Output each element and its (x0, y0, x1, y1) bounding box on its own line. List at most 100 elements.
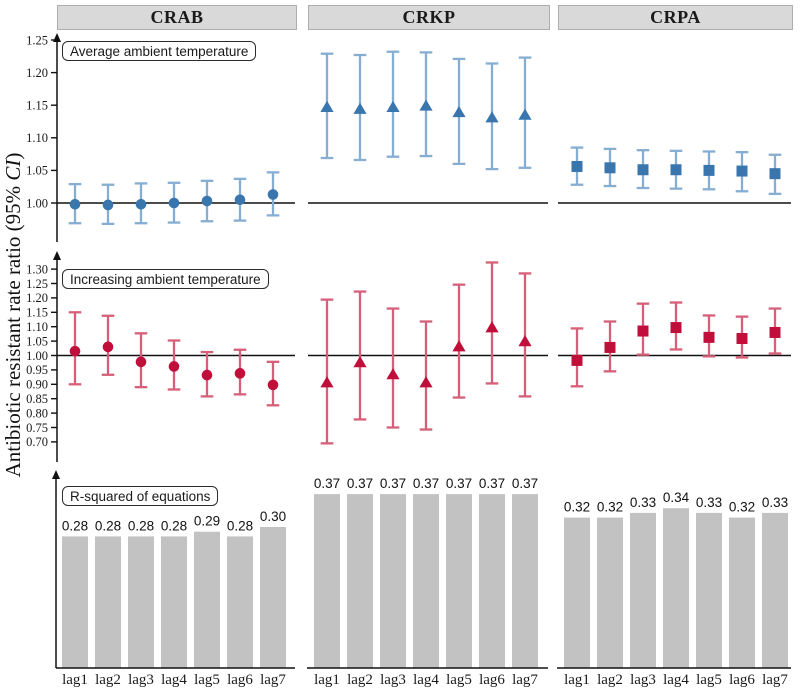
y-tick-label-row2: 1.30 (26, 262, 48, 276)
marker-crab-row1-lag2 (102, 199, 114, 211)
y-tick-label-row2: 1.00 (26, 349, 48, 363)
y-axis-arrow-row3 (52, 470, 60, 479)
bar-value-label-crab-lag3: 0.28 (128, 518, 154, 533)
marker-crkp-row1-lag7 (518, 108, 532, 120)
marker-crkp-row2-lag5 (452, 340, 466, 352)
y-tick-label-row2: 1.20 (26, 291, 48, 305)
bar-value-label-crkp-lag7: 0.37 (512, 476, 538, 491)
bar-value-label-crkp-lag4: 0.37 (413, 476, 439, 491)
bar-value-label-crab-lag2: 0.28 (95, 518, 121, 533)
marker-crpa-row1-lag7 (769, 168, 781, 180)
y-tick-label-row2: 0.80 (26, 406, 48, 420)
marker-crpa-row1-lag5 (703, 164, 715, 176)
y-tick-label-row2: 0.95 (26, 363, 48, 377)
lag-label-crpa-lag1: lag1 (564, 672, 590, 688)
lag-label-crkp-lag1: lag1 (314, 672, 340, 688)
marker-crkp-row2-lag4 (419, 376, 433, 388)
bar-value-label-crab-lag6: 0.28 (227, 518, 253, 533)
marker-crkp-row1-lag1 (320, 100, 334, 112)
marker-crab-row2-lag3 (135, 356, 147, 368)
bar-value-label-crab-lag7: 0.30 (260, 509, 286, 524)
y-tick-label-row2: 1.10 (26, 320, 48, 334)
lag-label-crab-lag5: lag5 (194, 672, 220, 688)
marker-crpa-row1-lag6 (736, 165, 748, 177)
marker-crkp-row1-lag2 (353, 102, 367, 114)
bar-crab-lag5 (194, 531, 220, 668)
marker-crkp-row2-lag3 (386, 368, 400, 380)
bar-crab-lag1 (62, 536, 88, 668)
y-tick-label-row2: 0.70 (26, 435, 48, 449)
bar-crpa-lag3 (630, 512, 656, 668)
marker-crkp-row2-lag1 (320, 376, 334, 388)
marker-crkp-row1-lag4 (419, 99, 433, 111)
annotation-average-ambient-temperature: Average ambient temperature (62, 41, 257, 61)
annotation-r-squared-of-equations: R-squared of equations (62, 486, 219, 506)
lag-label-crab-lag3: lag3 (128, 672, 154, 688)
bar-crkp-lag2 (347, 494, 373, 668)
bar-crkp-lag4 (413, 494, 439, 668)
bar-crkp-lag5 (446, 494, 472, 668)
marker-crpa-row2-lag2 (604, 341, 616, 353)
bar-value-label-crpa-lag6: 0.32 (729, 500, 755, 515)
bar-crkp-lag3 (380, 494, 406, 668)
bar-crpa-lag7 (762, 512, 788, 668)
marker-crpa-row1-lag4 (670, 164, 682, 176)
y-tick-label-row2: 0.75 (26, 421, 48, 435)
marker-crab-row2-lag7 (267, 379, 279, 391)
y-tick-label-row1: 1.25 (26, 33, 48, 47)
marker-crpa-row2-lag1 (571, 354, 583, 366)
marker-crpa-row1-lag2 (604, 162, 616, 174)
lag-label-crab-lag1: lag1 (62, 672, 88, 688)
bar-value-label-crab-lag5: 0.29 (194, 514, 220, 529)
lag-label-crab-lag2: lag2 (95, 672, 121, 688)
marker-crab-row1-lag5 (201, 195, 213, 207)
bar-crab-lag6 (227, 536, 253, 668)
panel-header-crab: CRAB (57, 5, 297, 30)
bar-value-label-crpa-lag5: 0.33 (696, 495, 722, 510)
y-tick-label-row2: 1.15 (26, 306, 48, 320)
marker-crab-row1-lag6 (234, 194, 246, 206)
bar-crkp-lag7 (512, 494, 538, 668)
y-tick-label-row2: 0.90 (26, 378, 48, 392)
marker-crpa-row1-lag1 (571, 160, 583, 172)
bar-value-label-crkp-lag2: 0.37 (347, 476, 373, 491)
bar-value-label-crkp-lag1: 0.37 (314, 476, 340, 491)
marker-crpa-row2-lag3 (637, 325, 649, 337)
marker-crab-row1-lag7 (267, 189, 279, 200)
lag-label-crkp-lag6: lag6 (479, 672, 505, 688)
bar-value-label-crpa-lag1: 0.32 (564, 500, 590, 515)
marker-crab-row2-lag4 (168, 361, 180, 372)
marker-crab-row2-lag5 (201, 369, 213, 381)
lag-label-crab-lag4: lag4 (161, 672, 187, 688)
marker-crkp-row2-lag7 (518, 334, 532, 347)
marker-crab-row2-lag1 (69, 345, 81, 357)
bar-crab-lag4 (161, 536, 187, 668)
bar-crab-lag7 (260, 527, 286, 668)
bar-value-label-crpa-lag4: 0.34 (663, 490, 690, 505)
bar-crkp-lag6 (479, 494, 505, 668)
bar-value-label-crpa-lag7: 0.33 (762, 495, 788, 510)
bar-value-label-crkp-lag6: 0.37 (479, 476, 505, 491)
lag-label-crpa-lag5: lag5 (696, 672, 722, 688)
marker-crab-row1-lag4 (168, 197, 180, 209)
lag-label-crkp-lag5: lag5 (446, 672, 472, 688)
lag-label-crkp-lag2: lag2 (347, 672, 373, 688)
bar-value-label-crkp-lag5: 0.37 (446, 476, 472, 491)
y-tick-label-row1: 1.20 (26, 66, 48, 80)
panel-header-crpa: CRPA (558, 5, 793, 30)
marker-crpa-row1-lag3 (637, 164, 649, 176)
y-tick-label-row2: 1.05 (26, 334, 48, 348)
bar-value-label-crkp-lag3: 0.37 (380, 476, 406, 491)
marker-crpa-row2-lag6 (736, 333, 748, 345)
marker-crkp-row2-lag2 (353, 356, 367, 368)
lag-label-crab-lag6: lag6 (227, 672, 253, 688)
bar-crpa-lag6 (729, 517, 755, 668)
y-axis-arrow-row2 (53, 251, 61, 260)
y-tick-label-row1: 1.00 (26, 196, 48, 210)
lag-label-crab-lag7: lag7 (260, 672, 286, 688)
annotation-increasing-ambient-temperature: Increasing ambient temperature (62, 269, 269, 289)
lag-label-crpa-lag4: lag4 (663, 672, 689, 688)
lag-label-crpa-lag7: lag7 (762, 672, 788, 688)
bar-value-label-crab-lag1: 0.28 (62, 518, 88, 533)
